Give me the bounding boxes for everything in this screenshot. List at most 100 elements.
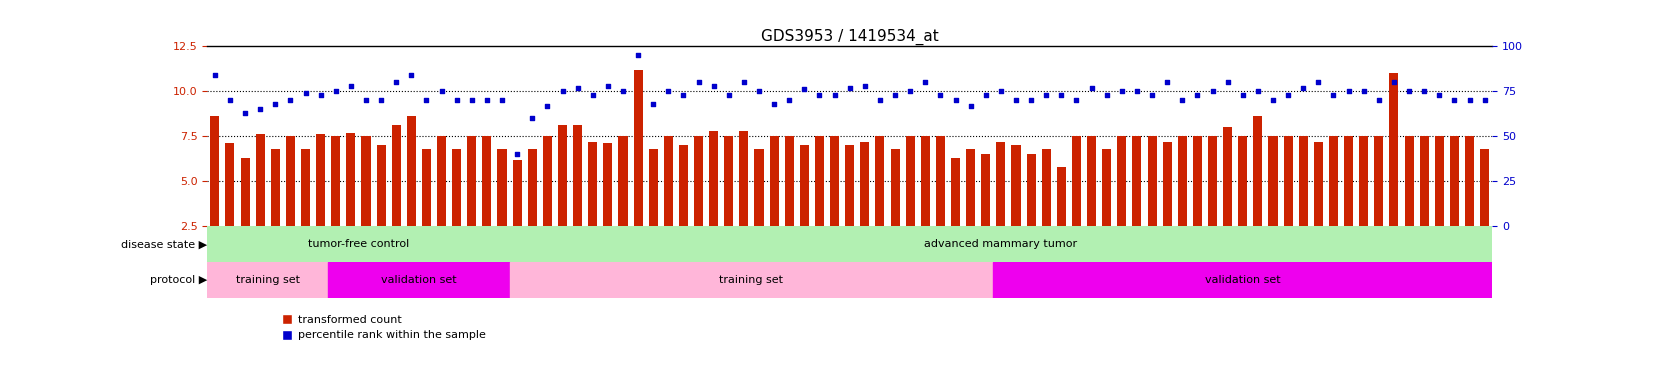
Point — [882, 92, 908, 98]
Point — [534, 103, 560, 109]
Bar — [678, 145, 688, 271]
Bar — [210, 116, 219, 271]
Bar — [993, 262, 1491, 298]
Bar — [966, 149, 974, 271]
Bar — [1238, 136, 1246, 271]
Point — [973, 92, 999, 98]
Point — [1138, 92, 1165, 98]
Point — [911, 79, 938, 85]
Text: training set: training set — [235, 275, 300, 285]
Bar — [255, 134, 265, 271]
Point — [1334, 88, 1360, 94]
Bar — [1312, 142, 1322, 271]
Bar — [709, 131, 717, 271]
Point — [1365, 97, 1392, 103]
Point — [307, 92, 333, 98]
Bar — [1433, 136, 1443, 271]
Bar — [1389, 73, 1397, 271]
Point — [731, 79, 757, 85]
Point — [669, 92, 696, 98]
Point — [1153, 79, 1180, 85]
Bar — [588, 142, 597, 271]
Point — [353, 97, 379, 103]
Bar — [467, 136, 476, 271]
Bar — [573, 126, 582, 271]
Point — [867, 97, 893, 103]
Bar — [1418, 136, 1428, 271]
Bar — [270, 149, 280, 271]
Bar — [482, 136, 490, 271]
Text: training set: training set — [719, 275, 784, 285]
Point — [1259, 97, 1286, 103]
Point — [896, 88, 923, 94]
Point — [1229, 92, 1256, 98]
Bar — [935, 136, 944, 271]
Bar — [694, 136, 703, 271]
Bar — [890, 149, 900, 271]
Point — [595, 83, 621, 89]
Bar — [905, 136, 915, 271]
Point — [1470, 97, 1496, 103]
Text: tumor-free control: tumor-free control — [308, 239, 409, 249]
Bar — [1268, 136, 1278, 271]
Bar — [754, 149, 764, 271]
Point — [277, 97, 303, 103]
Point — [1002, 97, 1029, 103]
Point — [655, 88, 681, 94]
Point — [1304, 79, 1331, 85]
Point — [625, 52, 651, 58]
Text: advanced mammary tumor: advanced mammary tumor — [923, 239, 1077, 249]
Bar — [497, 149, 507, 271]
Point — [504, 151, 530, 157]
Point — [684, 79, 711, 85]
Text: validation set: validation set — [381, 275, 456, 285]
Bar — [1072, 136, 1080, 271]
Bar — [328, 262, 509, 298]
Point — [459, 97, 486, 103]
Bar — [512, 160, 522, 271]
Legend: transformed count, percentile rank within the sample: transformed count, percentile rank withi… — [277, 310, 490, 345]
Bar — [996, 142, 1004, 271]
Bar — [951, 158, 959, 271]
Point — [321, 88, 348, 94]
Point — [988, 88, 1014, 94]
Point — [1077, 84, 1104, 91]
Point — [1168, 97, 1195, 103]
Bar — [1011, 145, 1021, 271]
Bar — [648, 149, 658, 271]
Bar — [509, 227, 1491, 262]
Bar — [509, 262, 993, 298]
Point — [1198, 88, 1225, 94]
Bar — [1087, 136, 1095, 271]
Text: protocol ▶: protocol ▶ — [149, 275, 207, 285]
Point — [746, 88, 772, 94]
Point — [610, 88, 636, 94]
Bar — [361, 136, 370, 271]
Point — [1047, 92, 1074, 98]
Point — [1017, 97, 1044, 103]
Bar — [603, 144, 611, 271]
Point — [292, 90, 318, 96]
Bar — [1117, 136, 1125, 271]
Point — [805, 92, 832, 98]
Bar — [285, 136, 295, 271]
Point — [580, 92, 606, 98]
Point — [1455, 97, 1481, 103]
Bar — [1191, 136, 1201, 271]
Bar — [1465, 136, 1473, 271]
Point — [820, 92, 847, 98]
Point — [489, 97, 515, 103]
Point — [338, 83, 365, 89]
Point — [247, 106, 273, 112]
Point — [1213, 79, 1239, 85]
Bar — [815, 136, 824, 271]
Bar — [452, 149, 461, 271]
Point — [202, 72, 229, 78]
Bar — [830, 136, 838, 271]
Bar — [1329, 136, 1337, 271]
Bar — [845, 145, 853, 271]
Bar — [724, 136, 732, 271]
Bar — [920, 136, 930, 271]
Bar — [1147, 136, 1157, 271]
Bar — [1176, 136, 1186, 271]
